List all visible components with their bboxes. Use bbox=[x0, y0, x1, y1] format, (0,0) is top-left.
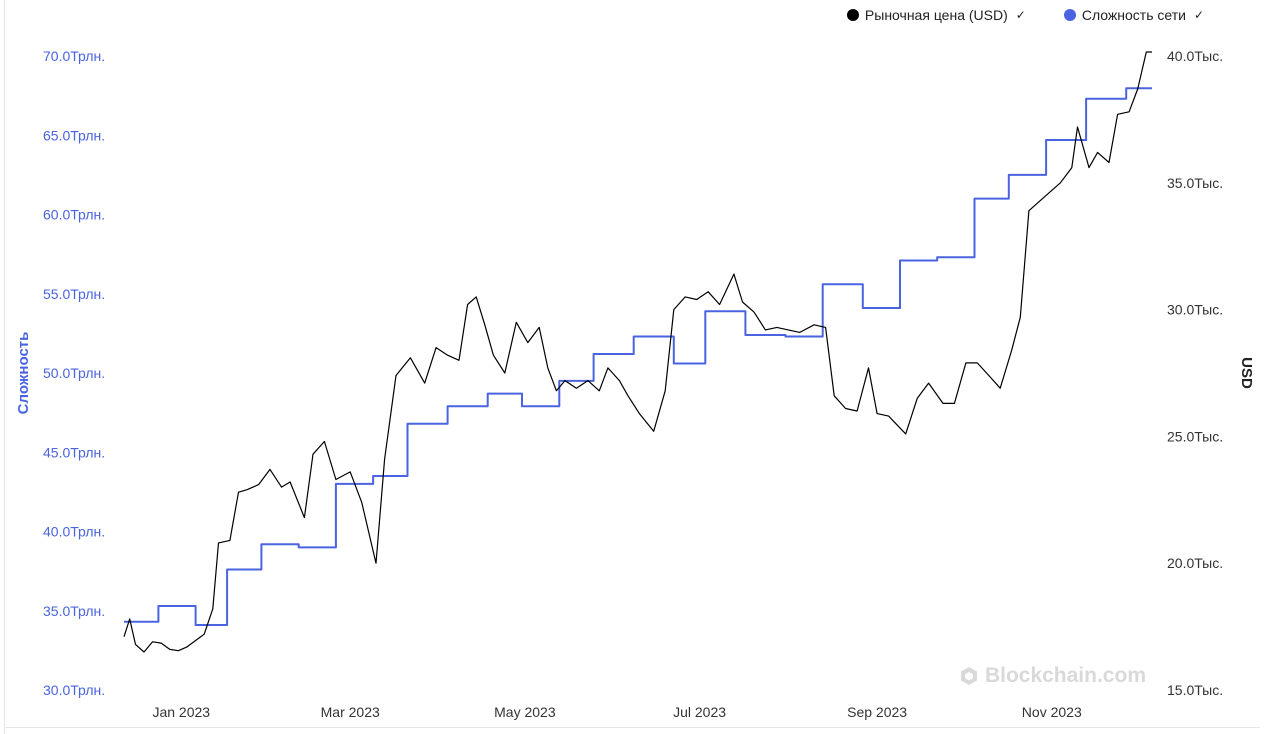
y-tick-label-left: 30.0Трлн. bbox=[43, 682, 105, 698]
market-price-dot-icon bbox=[846, 9, 859, 21]
y-tick-label-left: 55.0Трлн. bbox=[43, 286, 105, 302]
y-axis-label-left: Сложность bbox=[15, 332, 32, 415]
x-tick-label: Nov 2023 bbox=[1022, 704, 1082, 720]
x-tick-label: Mar 2023 bbox=[321, 704, 380, 720]
y-tick-label-right: 25.0Тыс. bbox=[1167, 428, 1223, 444]
y-tick-label-left: 70.0Трлн. bbox=[43, 48, 105, 64]
legend-item-difficulty[interactable]: Сложность сети ✓ bbox=[1063, 7, 1204, 23]
y-axis-label-right: USD bbox=[1238, 357, 1255, 389]
y-tick-label-left: 35.0Трлн. bbox=[43, 603, 105, 619]
legend-label-difficulty: Сложность сети bbox=[1081, 7, 1186, 23]
y-tick-label-left: 60.0Трлн. bbox=[43, 207, 105, 223]
y-tick-label-left: 50.0Трлн. bbox=[43, 365, 105, 381]
chevron-down-icon[interactable]: ✓ bbox=[1193, 8, 1204, 22]
difficulty-dot-icon bbox=[1063, 9, 1076, 21]
watermark: Blockchain.com bbox=[959, 664, 1146, 688]
blockchain-logo-icon bbox=[960, 667, 977, 685]
x-tick-label: Sep 2023 bbox=[847, 704, 907, 720]
y-tick-label-left: 65.0Трлн. bbox=[43, 127, 105, 143]
series-layer bbox=[123, 51, 1152, 653]
chevron-down-icon[interactable]: ✓ bbox=[1015, 8, 1026, 22]
y-tick-label-right: 35.0Тыс. bbox=[1167, 175, 1223, 191]
y-tick-label-right: 40.0Тыс. bbox=[1167, 48, 1223, 64]
y-tick-label-left: 45.0Трлн. bbox=[43, 444, 105, 460]
y-tick-label-right: 15.0Тыс. bbox=[1167, 682, 1223, 698]
y-tick-label-left: 40.0Трлн. bbox=[43, 524, 105, 540]
right-axis: 15.0Тыс. 20.0Тыс. 25.0Тыс. 30.0Тыс. 35.0Тыс.… bbox=[1167, 48, 1223, 698]
left-border bbox=[4, 0, 5, 734]
x-tick-label: May 2023 bbox=[494, 704, 556, 720]
legend-item-market-price[interactable]: Рыночная цена (USD) ✓ bbox=[846, 7, 1026, 23]
left-axis: 30.0Трлн. 35.0Трлн. 40.0Трлн. 45.0Трлн. 50.0… bbox=[43, 48, 105, 698]
y-tick-label-right: 30.0Тыс. bbox=[1167, 302, 1223, 318]
x-axis: Jan 2023 Mar 2023 May 2023 Jul 2023 Sep 2023… bbox=[152, 704, 1081, 720]
x-tick-label: Jul 2023 bbox=[673, 704, 726, 720]
legend: Рыночная цена (USD) ✓ Сложность сети ✓ bbox=[846, 7, 1204, 23]
y-tick-label-right: 20.0Тыс. bbox=[1167, 555, 1223, 571]
legend-label-market-price: Рыночная цена (USD) bbox=[864, 7, 1008, 23]
market-price-series-line bbox=[123, 51, 1152, 653]
x-tick-label: Jan 2023 bbox=[152, 704, 210, 720]
bottom-border bbox=[4, 727, 1260, 728]
watermark-text: Blockchain.com bbox=[984, 664, 1146, 687]
difficulty-series-line bbox=[124, 87, 1152, 626]
